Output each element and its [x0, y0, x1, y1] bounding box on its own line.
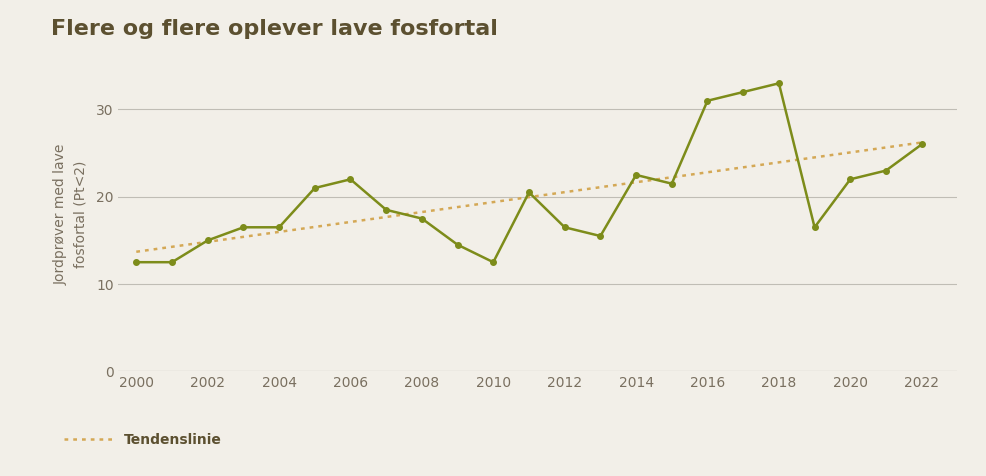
- Text: Flere og flere oplever lave fosfortal: Flere og flere oplever lave fosfortal: [51, 19, 498, 39]
- Y-axis label: Jordprøver med lave
fosfortal (Pt<2): Jordprøver med lave fosfortal (Pt<2): [54, 143, 88, 285]
- Legend: Tendenslinie: Tendenslinie: [58, 427, 227, 452]
